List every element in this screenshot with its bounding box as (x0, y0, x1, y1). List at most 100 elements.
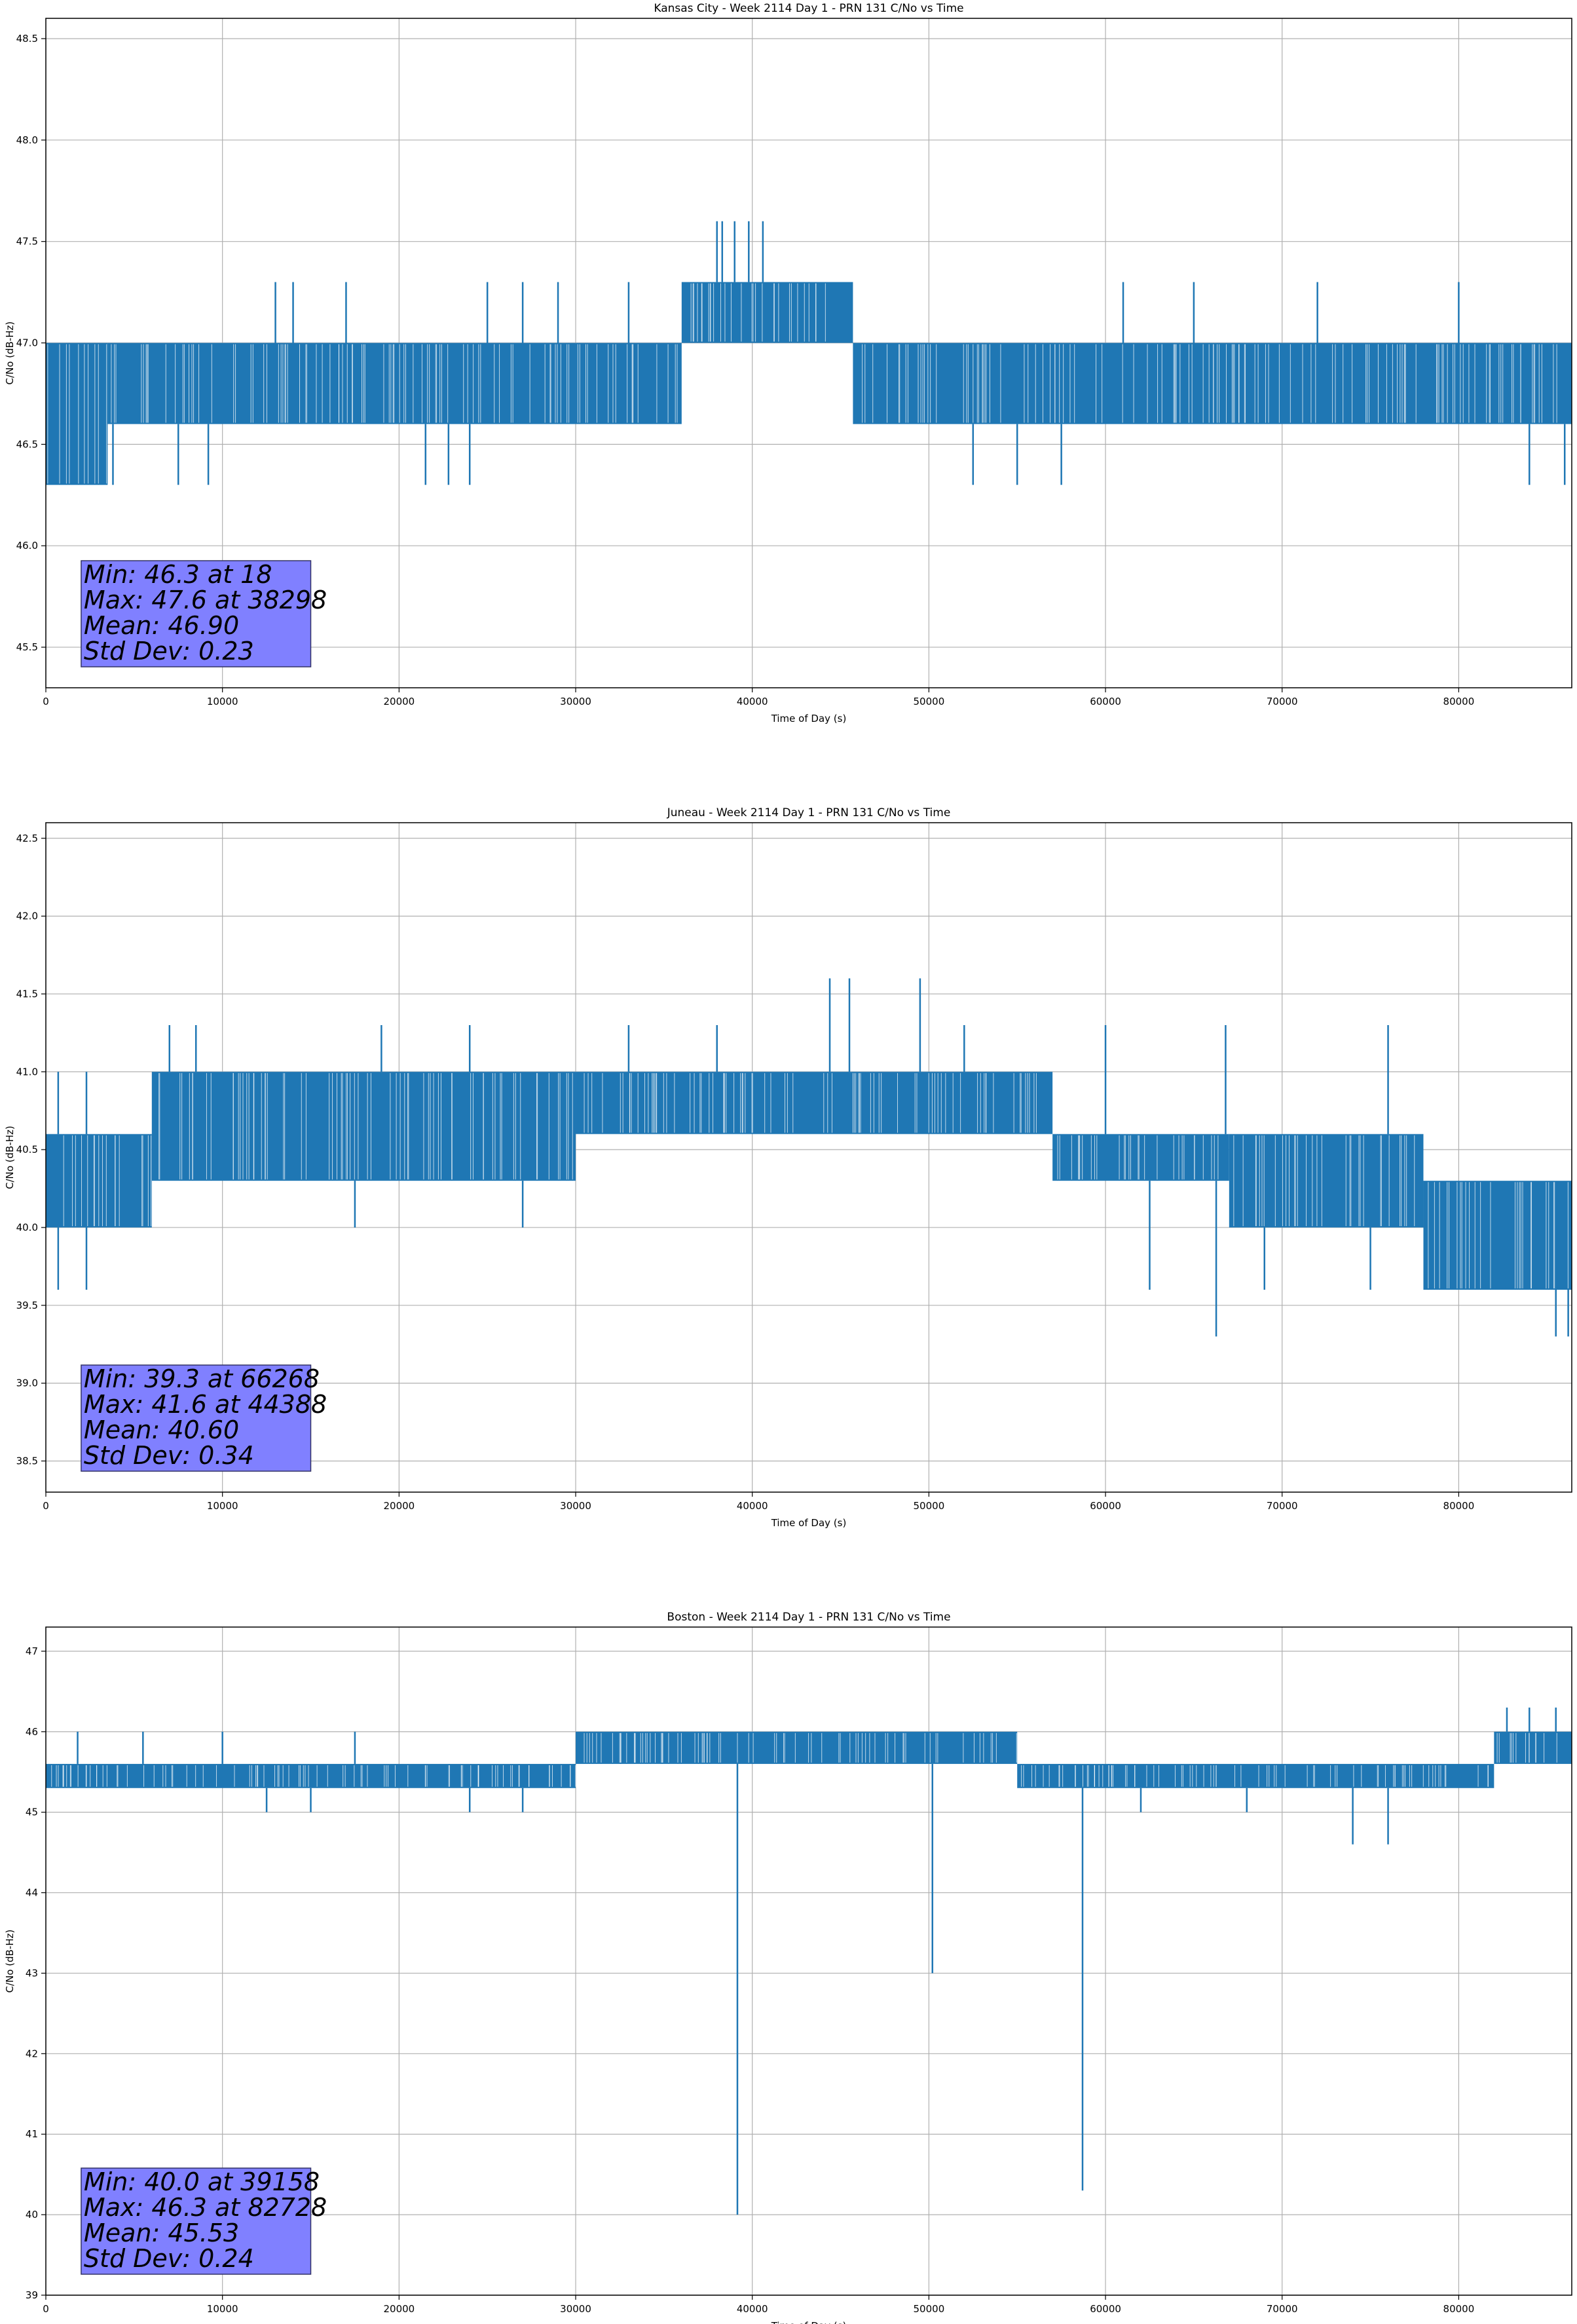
series-band (681, 282, 853, 343)
x-tick-label: 80000 (1443, 696, 1475, 707)
x-tick-label: 40000 (737, 2303, 768, 2315)
y-tick-label: 39 (26, 2289, 38, 2301)
series-band-fill (151, 1072, 576, 1181)
y-tick-label: 47.0 (16, 337, 38, 349)
stats-line: Max: 46.3 at 82728 (84, 2193, 327, 2222)
y-tick-label: 48.0 (16, 134, 38, 146)
series-band (46, 1134, 152, 1228)
series-band (46, 343, 108, 485)
series-band-fill (1229, 1134, 1424, 1228)
series-band-fill (576, 343, 682, 424)
series-band (151, 1072, 576, 1181)
series-band (1052, 1134, 1229, 1181)
chart-panel-2: 0 10000 20000 30000 40000 50000 60000 70000 8000… (4, 806, 1572, 1529)
series-band (1017, 1763, 1494, 1788)
series-line (46, 1707, 1572, 2215)
y-tick-label: 43 (26, 1967, 38, 1979)
stats-line: Std Dev: 0.34 (84, 1441, 254, 1470)
series-band (576, 1072, 1053, 1134)
y-tick-label: 42.5 (16, 833, 38, 844)
y-tick-label: 45.5 (16, 641, 38, 653)
series-band-fill (1494, 1731, 1572, 1764)
stats-line: Std Dev: 0.23 (84, 637, 254, 665)
stats-line: Mean: 45.53 (84, 2219, 239, 2247)
x-tick-label: 60000 (1090, 2303, 1121, 2315)
series-band (576, 343, 682, 424)
x-tick-label: 70000 (1267, 1500, 1298, 1512)
y-tick-label: 39.0 (16, 1378, 38, 1389)
x-tick-label: 80000 (1443, 2303, 1475, 2315)
x-tick-label: 40000 (737, 696, 768, 707)
axes-frame (45, 822, 1572, 1493)
chart-panel-3: 0 10000 20000 30000 40000 50000 60000 70000 8000… (4, 1611, 1572, 2324)
stats-box (81, 560, 312, 667)
chart-title: Boston - Week 2114 Day 1 - PRN 131 C/No … (667, 1611, 950, 1624)
y-tick-label: 44 (26, 1887, 38, 1899)
y-tick-label: 46.5 (16, 438, 38, 450)
stats-line: Max: 41.6 at 44388 (84, 1390, 327, 1419)
series-band (1423, 1180, 1572, 1290)
y-tick-label: 42 (26, 2048, 38, 2059)
y-axis-label: C/No (dB-Hz) (4, 1126, 16, 1190)
x-tick-label: 0 (43, 2303, 49, 2315)
x-tick-label: 30000 (560, 696, 591, 707)
x-tick-label: 30000 (560, 1500, 591, 1512)
stats-line: Mean: 40.60 (84, 1415, 239, 1444)
series-band-fill (681, 282, 853, 343)
series-band-fill (853, 343, 1572, 424)
y-tick-label: 41 (26, 2128, 38, 2140)
y-axis-label: C/No (dB-Hz) (4, 1930, 16, 1993)
y-tick-label: 47.5 (16, 236, 38, 248)
y-tick-label: 41.5 (16, 988, 38, 1000)
y-tick-label: 46.0 (16, 540, 38, 552)
x-tick-label: 10000 (207, 1500, 238, 1512)
x-axis-label: Time of Day (s) (771, 2320, 847, 2324)
axes-frame (45, 18, 1572, 688)
series-band-fill (1423, 1180, 1572, 1290)
series-line (46, 978, 1572, 1337)
x-tick-label: 50000 (914, 1500, 945, 1512)
series-band-fill (576, 1072, 1053, 1134)
chart-title: Juneau - Week 2114 Day 1 - PRN 131 C/No … (667, 806, 951, 819)
x-tick-label: 80000 (1443, 1500, 1475, 1512)
x-tick-label: 60000 (1090, 696, 1121, 707)
x-tick-label: 0 (43, 696, 49, 707)
stats-line: Mean: 46.90 (84, 611, 239, 640)
x-tick-label: 30000 (560, 2303, 591, 2315)
series-band-fill (46, 343, 108, 485)
series-band (1494, 1731, 1572, 1764)
series-band-fill (107, 343, 576, 424)
x-tick-label: 10000 (207, 696, 238, 707)
y-tick-label: 38.5 (16, 1455, 38, 1467)
x-tick-label: 0 (43, 1500, 49, 1512)
stats-line: Min: 39.3 at 66268 (84, 1364, 320, 1393)
x-tick-label: 70000 (1267, 696, 1298, 707)
y-tick-label: 40.5 (16, 1144, 38, 1155)
series-band (1229, 1134, 1424, 1228)
y-axis-label: C/No (dB-Hz) (4, 322, 16, 385)
x-tick-label: 20000 (383, 696, 415, 707)
y-tick-label: 47 (26, 1645, 38, 1657)
x-tick-label: 50000 (914, 2303, 945, 2315)
y-tick-label: 48.5 (16, 33, 38, 45)
series-band (107, 343, 576, 424)
series-band-fill (46, 1763, 576, 1788)
chart-title: Kansas City - Week 2114 Day 1 - PRN 131 … (654, 2, 963, 15)
series-band-fill (1017, 1763, 1494, 1788)
x-tick-label: 70000 (1267, 2303, 1298, 2315)
stats-line: Std Dev: 0.24 (84, 2244, 254, 2273)
y-tick-label: 42.0 (16, 910, 38, 922)
series-band (853, 343, 1572, 424)
x-axis-label: Time of Day (s) (771, 713, 847, 724)
series-band (576, 1731, 1018, 1764)
axes-frame (45, 1626, 1572, 2296)
x-tick-label: 20000 (383, 1500, 415, 1512)
y-tick-label: 45 (26, 1807, 38, 1818)
y-tick-label: 46 (26, 1726, 38, 1738)
x-axis-label: Time of Day (s) (771, 1517, 847, 1529)
series-band (46, 1763, 576, 1788)
y-tick-label: 41.0 (16, 1066, 38, 1078)
stats-line: Max: 47.6 at 38298 (84, 586, 327, 614)
chart-panel-1: 0 10000 20000 30000 40000 50000 60000 70000 8000… (4, 2, 1572, 724)
x-tick-label: 40000 (737, 1500, 768, 1512)
